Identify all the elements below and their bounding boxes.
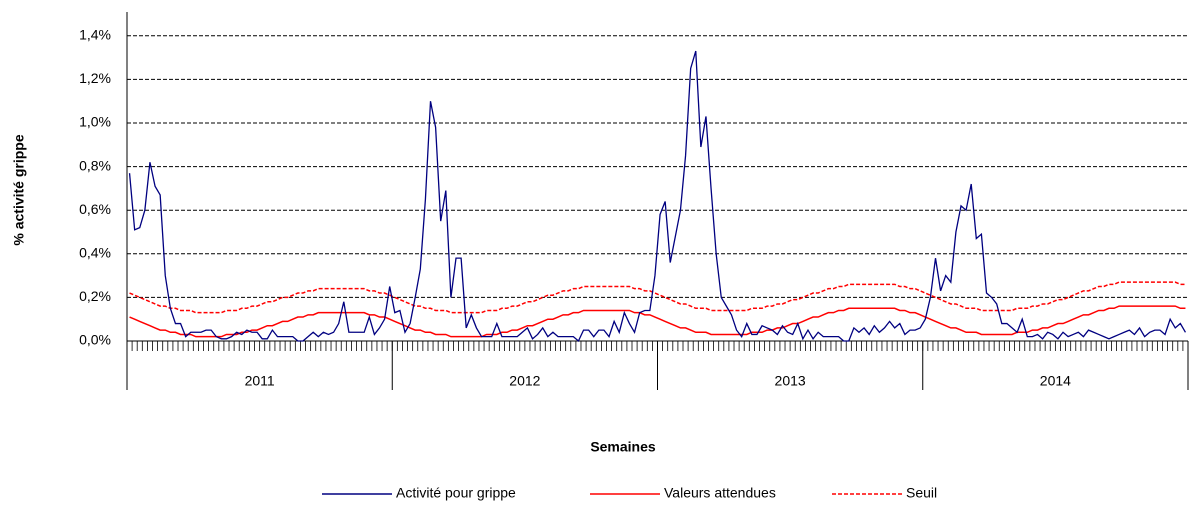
x-group-label: 2012 bbox=[509, 373, 540, 389]
legend-label: Activité pour grippe bbox=[396, 485, 516, 501]
y-tick-label: 1,2% bbox=[79, 70, 111, 86]
legend-label: Valeurs attendues bbox=[664, 485, 776, 501]
y-tick-label: 0,6% bbox=[79, 201, 111, 217]
y-tick-label: 0,8% bbox=[79, 157, 111, 173]
series-line bbox=[129, 281, 1186, 314]
series-line bbox=[128, 50, 1187, 343]
y-tick-label: 1,4% bbox=[79, 27, 111, 43]
series-line bbox=[129, 305, 1186, 338]
x-axis-label: Semaines bbox=[590, 439, 656, 455]
y-tick-label: 0,0% bbox=[79, 332, 111, 348]
y-axis-label: % activité grippe bbox=[11, 134, 27, 245]
x-group-label: 2014 bbox=[1040, 373, 1071, 389]
y-tick-label: 0,4% bbox=[79, 245, 111, 261]
legend-label: Seuil bbox=[906, 485, 937, 501]
x-group-label: 2011 bbox=[245, 373, 275, 389]
y-tick-label: 0,2% bbox=[79, 288, 111, 304]
x-group-label: 2013 bbox=[775, 373, 806, 389]
y-tick-label: 1,0% bbox=[79, 114, 111, 130]
